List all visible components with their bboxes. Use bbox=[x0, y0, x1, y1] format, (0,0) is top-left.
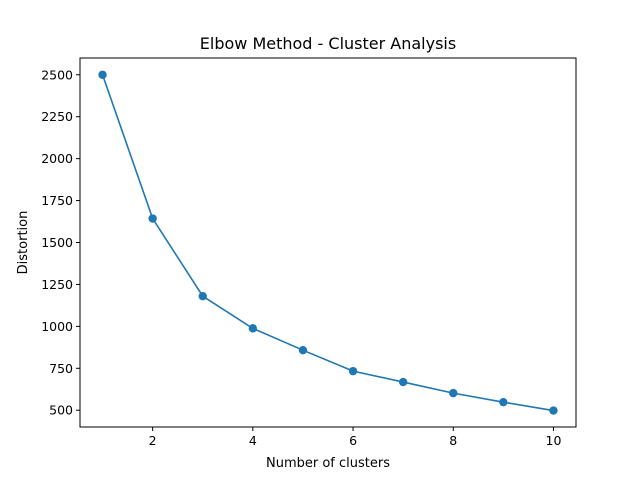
x-tick-label: 4 bbox=[249, 433, 257, 448]
y-tick-label: 1250 bbox=[41, 277, 73, 292]
data-point bbox=[298, 345, 308, 355]
y-tick-label: 500 bbox=[49, 403, 73, 418]
y-tick-label: 2000 bbox=[41, 151, 73, 166]
data-point bbox=[499, 397, 508, 407]
x-tick-label: 6 bbox=[349, 433, 357, 448]
data-point bbox=[449, 388, 458, 398]
data-point bbox=[549, 406, 558, 415]
series-line bbox=[101, 74, 554, 412]
chart-title: Elbow Method - Cluster Analysis bbox=[200, 34, 456, 53]
x-tick-label: 8 bbox=[449, 433, 457, 448]
data-point bbox=[348, 366, 358, 376]
x-axis-label: Number of clusters bbox=[266, 456, 390, 471]
y-tick-label: 2500 bbox=[41, 67, 73, 82]
data-point bbox=[198, 291, 207, 301]
x-tick-label: 2 bbox=[149, 433, 157, 448]
y-tick-label: 1500 bbox=[41, 235, 73, 250]
data-point bbox=[98, 70, 107, 79]
plot-frame bbox=[79, 57, 577, 428]
data-point bbox=[398, 377, 408, 387]
y-tick-label: 750 bbox=[49, 361, 73, 376]
data-point bbox=[248, 324, 258, 333]
y-tick-label: 1750 bbox=[41, 193, 73, 208]
x-tick-label: 10 bbox=[546, 433, 562, 448]
data-point bbox=[148, 214, 157, 223]
y-tick-label: 1000 bbox=[41, 319, 73, 334]
y-axis-label: Distortion bbox=[16, 211, 31, 275]
plot-area bbox=[80, 58, 576, 427]
y-tick-label: 2250 bbox=[41, 109, 73, 124]
